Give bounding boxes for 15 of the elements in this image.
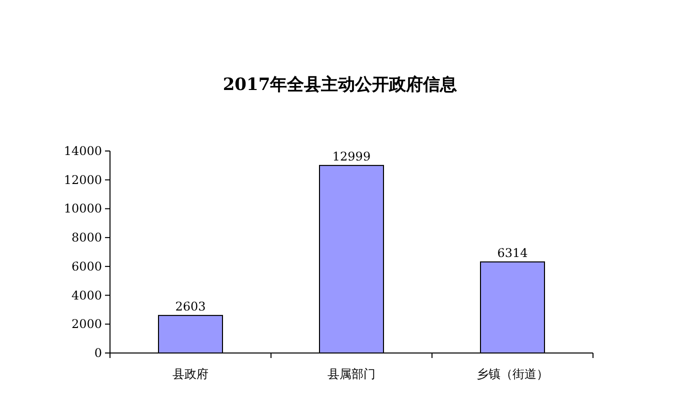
x-tick-label: 乡镇（街道） — [476, 367, 548, 381]
y-tick-label: 6000 — [71, 259, 102, 274]
data-label: 12999 — [332, 149, 371, 164]
y-tick-label: 12000 — [64, 172, 102, 187]
data-label: 2603 — [175, 299, 206, 314]
x-tick-label: 县政府 — [172, 367, 208, 381]
y-tick-label: 4000 — [71, 288, 102, 302]
title: 2017年全县主动公开政府信息 — [222, 75, 458, 95]
y-tick-label: 0 — [94, 346, 102, 360]
y-tick-label: 8000 — [71, 230, 102, 245]
y-tick-label: 14000 — [64, 144, 102, 158]
y-tick-label: 2000 — [71, 317, 102, 332]
y-tick-label: 10000 — [64, 202, 102, 216]
x-tick-label: 县属部门 — [328, 367, 376, 381]
data-label: 6314 — [497, 246, 528, 260]
